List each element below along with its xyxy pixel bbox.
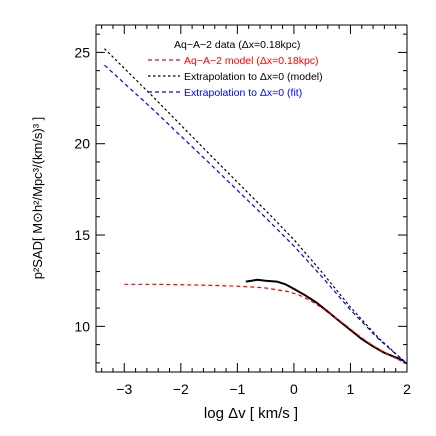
series-line-3 [104, 48, 407, 365]
x-tick-label: −3 [116, 381, 132, 397]
x-tick-label: 1 [347, 381, 355, 397]
legend-label-1: Aq−A−2 data (Δx=0.18kpc) [174, 39, 300, 51]
series-line-4 [104, 64, 407, 365]
legend-label-3: Extrapolation to Δx=0 (model) [184, 71, 323, 83]
y-tick-label: 10 [74, 318, 90, 334]
y-tick-label: 15 [74, 227, 90, 243]
legend-label-2: Aq−A−2 model (Δx=0.18kpc) [184, 55, 319, 67]
ticks-layer: −3 −2 −1 0 1 2 10 15 20 25 [74, 25, 411, 397]
series-line-2 [124, 283, 407, 365]
x-tick-label: 0 [290, 381, 298, 397]
x-tick-label: 2 [403, 381, 411, 397]
legend-label-4: Extrapolation to Δx=0 (fit) [184, 87, 302, 99]
y-axis-label: p²SAD[ M⊙h²/Mpc³/(km/s)³ ] [30, 117, 45, 280]
x-tick-label: −1 [229, 381, 245, 397]
x-tick-label: −2 [173, 381, 189, 397]
legend: Aq−A−2 data (Δx=0.18kpc) Aq−A−2 model (Δx… [148, 39, 323, 99]
x-axis-label: log Δv [ km/s ] [204, 405, 298, 422]
y-tick-label: 25 [74, 44, 90, 60]
y-tick-label: 20 [74, 136, 90, 152]
series-line-1 [245, 278, 405, 362]
series-layer [104, 48, 407, 365]
